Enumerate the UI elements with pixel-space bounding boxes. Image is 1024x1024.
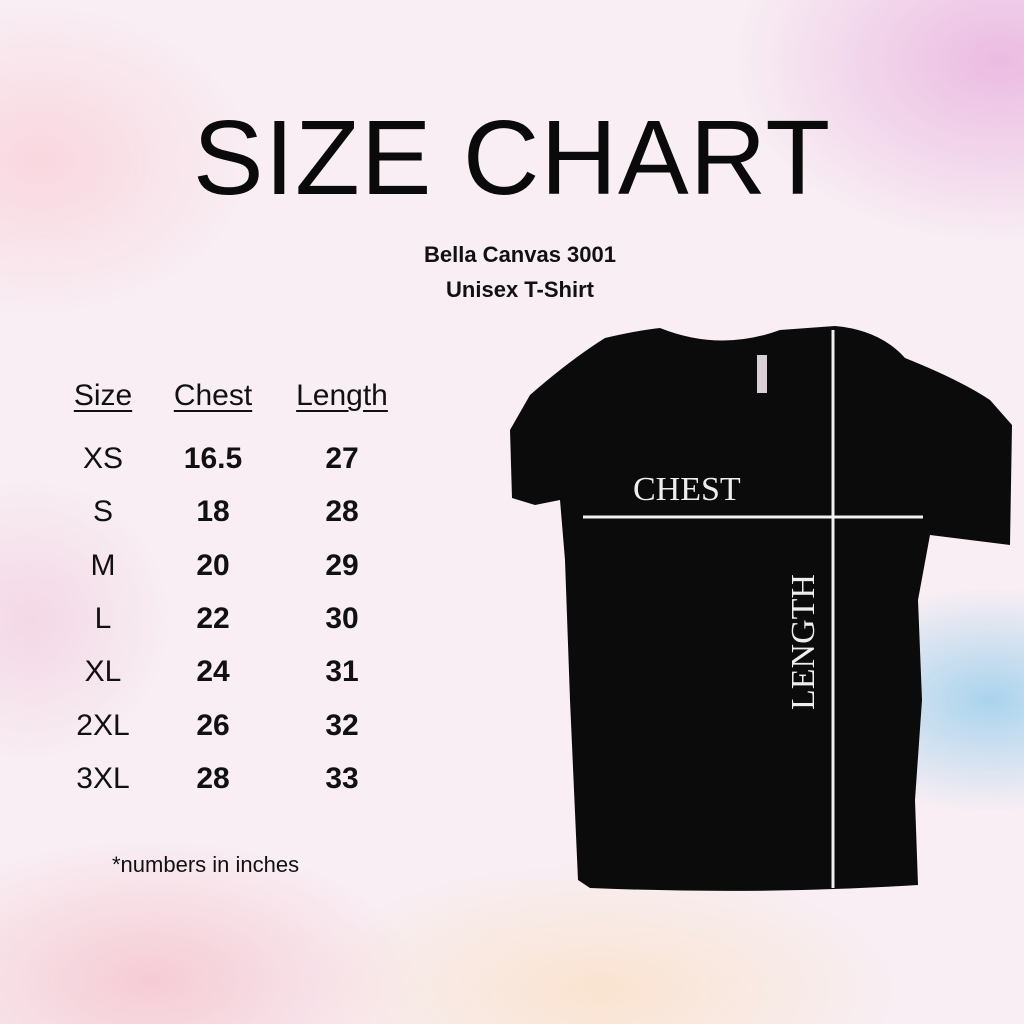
cell-size: L — [94, 601, 112, 635]
chest-label: CHEST — [633, 471, 741, 508]
cell-length: 32 — [325, 708, 359, 742]
cell-chest: 20 — [196, 548, 230, 582]
cell-size: S — [92, 495, 113, 529]
cell-length: 31 — [325, 655, 359, 689]
cell-length: 27 — [325, 442, 359, 475]
collar-tag — [757, 355, 767, 393]
cell-chest: 22 — [196, 601, 230, 635]
header-size: Size — [73, 379, 133, 412]
product-name: Bella Canvas 3001 — [423, 242, 617, 267]
cell-length: 33 — [325, 761, 359, 795]
cell-chest: 26 — [196, 708, 230, 742]
cell-chest: 16.5 — [183, 442, 243, 475]
cell-size: 2XL — [76, 708, 130, 742]
cell-length: 29 — [325, 548, 359, 582]
cell-size: XS — [82, 442, 124, 475]
header-length: Length — [296, 379, 388, 412]
cell-length: 28 — [325, 495, 359, 529]
product-type: Unisex T-Shirt — [446, 277, 594, 302]
cell-chest: 28 — [196, 761, 230, 795]
cell-size: 3XL — [76, 761, 130, 795]
units-note: *numbers in inches — [112, 852, 300, 877]
cell-length: 30 — [325, 601, 359, 635]
length-label: LENGTH — [785, 574, 822, 710]
page-title: SIZE CHART — [192, 99, 832, 217]
header-chest: Chest — [173, 379, 253, 412]
cell-size: XL — [84, 655, 122, 689]
cell-chest: 24 — [196, 655, 230, 689]
tshirt-shape — [510, 326, 1012, 891]
cell-size: M — [90, 548, 116, 582]
cell-chest: 18 — [196, 495, 230, 529]
